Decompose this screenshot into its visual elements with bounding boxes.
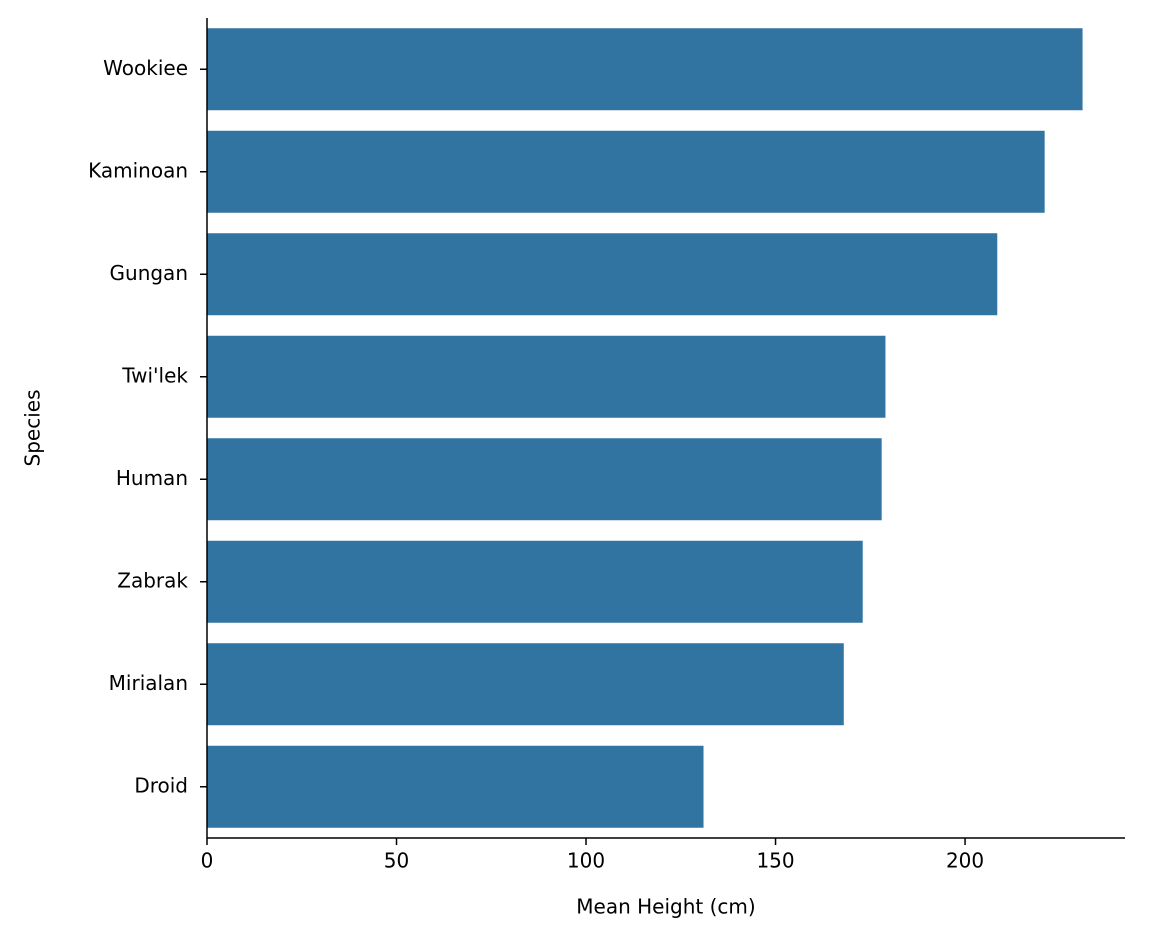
y-axis-label: Species (21, 390, 45, 467)
x-tick-label: 100 (567, 849, 605, 873)
bar (207, 130, 1045, 213)
x-axis-label: Mean Height (cm) (576, 895, 755, 919)
x-tick-label: 0 (201, 849, 214, 873)
y-tick-label: Mirialan (109, 671, 188, 695)
y-tick-label: Wookiee (103, 56, 188, 80)
bar (207, 643, 844, 726)
x-tick-label: 150 (756, 849, 794, 873)
bar (207, 335, 886, 418)
x-tick-label: 200 (946, 849, 984, 873)
bar (207, 233, 998, 316)
y-tick-label: Droid (134, 773, 188, 797)
y-tick-label: Human (116, 466, 188, 490)
x-tick-label: 50 (384, 849, 409, 873)
y-tick-label: Gungan (110, 261, 188, 285)
bar (207, 745, 704, 828)
bar (207, 540, 863, 623)
bar (207, 28, 1083, 111)
y-tick-label: Zabrak (117, 568, 188, 592)
y-tick-label: Twi'lek (121, 363, 188, 387)
bar (207, 438, 882, 521)
y-tick-label: Kaminoan (88, 158, 188, 182)
